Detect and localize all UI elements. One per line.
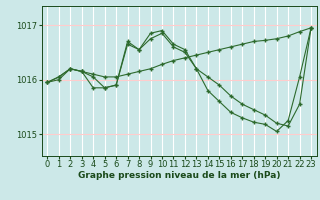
X-axis label: Graphe pression niveau de la mer (hPa): Graphe pression niveau de la mer (hPa) [78, 171, 280, 180]
